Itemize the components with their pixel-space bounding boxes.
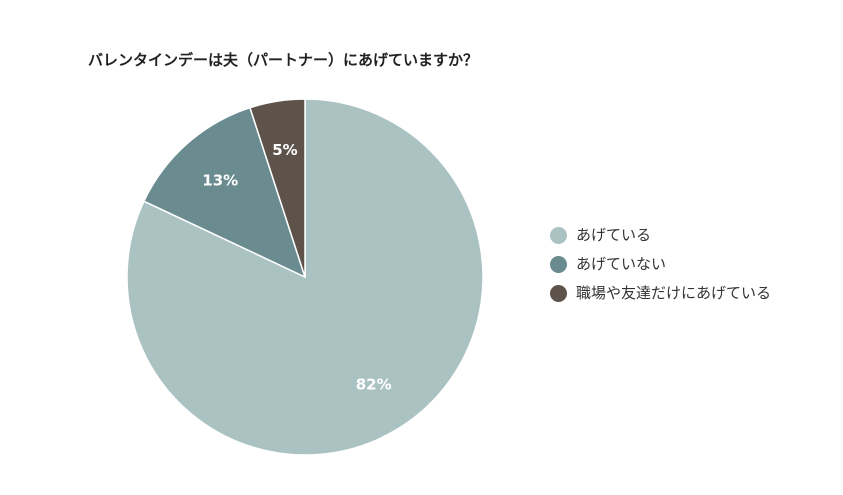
legend-item: あげている	[548, 224, 798, 246]
legend-item: 職場や友達だけにあげている	[548, 282, 798, 304]
chart-title: バレンタインデーは夫（パートナー）にあげていますか？	[88, 51, 479, 69]
slice-value-label-2: 13%	[202, 171, 238, 189]
legend-marker-icon	[550, 285, 567, 302]
slice-value-label-1: 82%	[356, 376, 392, 394]
pie-slice-3	[249, 98, 306, 278]
legend: あげているあげていない職場や友達だけにあげている	[548, 224, 798, 311]
pie-slices	[126, 98, 484, 456]
legend-item: あげていない	[548, 253, 798, 275]
legend-label: あげている	[576, 226, 652, 244]
legend-label: あげていない	[576, 255, 667, 273]
legend-marker-icon	[550, 227, 567, 244]
legend-label: 職場や友達だけにあげている	[576, 284, 772, 302]
pie-slice-2	[142, 106, 307, 279]
legend-marker-icon	[550, 256, 567, 273]
pie-slice-1	[126, 98, 484, 456]
pie-labels: 82% 13% 5%	[202, 141, 391, 394]
slice-value-label-3: 5%	[272, 141, 297, 159]
